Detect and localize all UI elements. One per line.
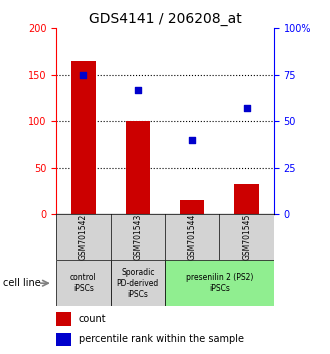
Bar <box>234 183 259 214</box>
Bar <box>111 260 165 306</box>
Point <box>189 137 195 143</box>
Bar <box>125 121 150 214</box>
Text: percentile rank within the sample: percentile rank within the sample <box>79 335 244 344</box>
Point <box>135 87 141 92</box>
Text: cell line: cell line <box>3 278 41 288</box>
Bar <box>56 333 71 346</box>
Bar <box>111 214 165 260</box>
Bar <box>71 61 96 214</box>
Text: presenilin 2 (PS2)
iPSCs: presenilin 2 (PS2) iPSCs <box>186 273 253 293</box>
Point <box>244 105 249 111</box>
Text: GSM701544: GSM701544 <box>188 214 197 261</box>
Text: GSM701545: GSM701545 <box>242 214 251 261</box>
Text: GSM701542: GSM701542 <box>79 214 88 260</box>
Bar <box>180 200 205 214</box>
Bar <box>165 260 274 306</box>
Text: count: count <box>79 314 107 324</box>
Text: Sporadic
PD-derived
iPSCs: Sporadic PD-derived iPSCs <box>116 268 159 299</box>
Title: GDS4141 / 206208_at: GDS4141 / 206208_at <box>89 12 241 26</box>
Bar <box>56 312 71 326</box>
Bar <box>219 214 274 260</box>
Bar <box>56 260 111 306</box>
Bar <box>165 214 219 260</box>
Point <box>81 72 86 78</box>
Text: GSM701543: GSM701543 <box>133 214 142 261</box>
Text: control
iPSCs: control iPSCs <box>70 273 97 293</box>
Bar <box>56 214 111 260</box>
